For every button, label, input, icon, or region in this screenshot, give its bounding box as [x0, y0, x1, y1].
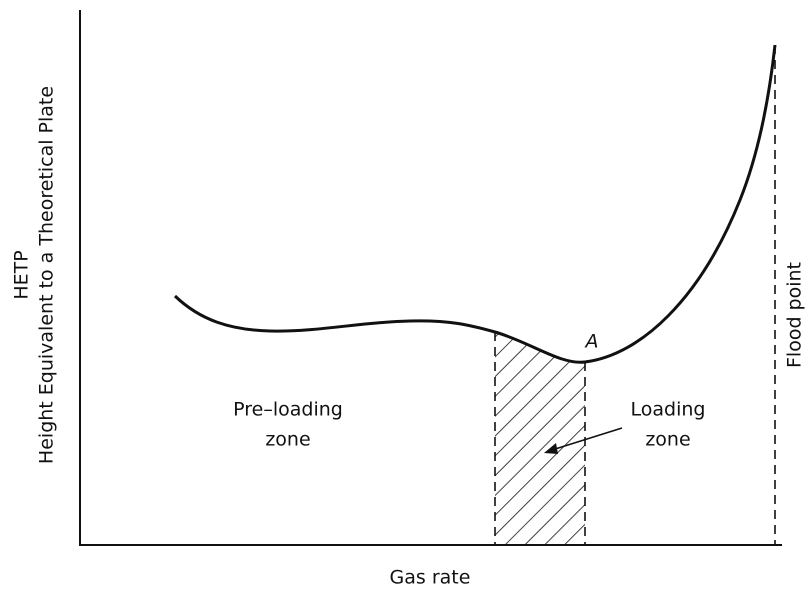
y-label: Height Equivalent to a Theoretical Plate — [36, 86, 58, 464]
flood-point-label: Flood point — [784, 262, 806, 368]
pre-loading-label: zone — [265, 429, 310, 451]
pre-loading-label: Pre–loading — [233, 399, 343, 421]
x-label: Gas rate — [390, 567, 471, 589]
arrow-head — [544, 443, 558, 454]
point-a-label: A — [584, 331, 599, 353]
loading-label: zone — [645, 429, 690, 451]
hetp-curve — [173, 44, 777, 364]
loading-label: Loading — [631, 399, 706, 421]
loading-zone-hatch — [495, 332, 585, 545]
y-label: HETP — [11, 250, 33, 299]
arrow — [551, 427, 623, 451]
